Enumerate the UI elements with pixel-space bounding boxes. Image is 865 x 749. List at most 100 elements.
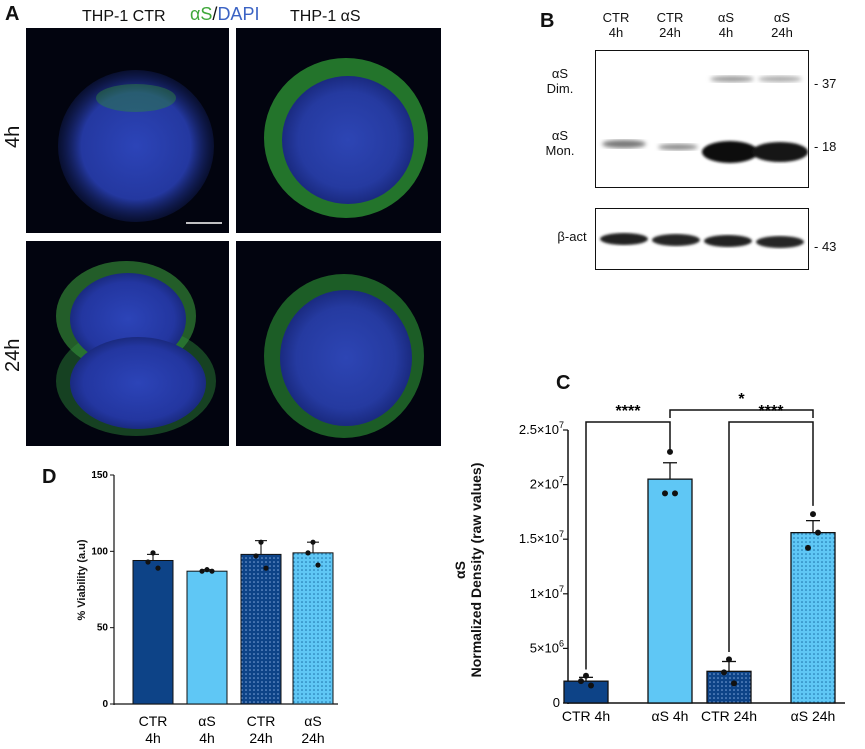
mw-marker-18: - 18 — [814, 139, 837, 154]
stain-legend: αS/DAPI — [190, 4, 259, 25]
chart-c-ytick-label: 1.5×107 — [519, 529, 564, 546]
lane-label-line: αS — [717, 10, 735, 25]
chart-c-point — [588, 682, 594, 689]
chart-d-category-label: 24h — [301, 730, 324, 746]
actin-label: β-act — [557, 229, 587, 244]
mw-marker-43: - 43 — [814, 239, 837, 254]
chart-d-category-label: 4h — [199, 730, 215, 746]
stain-dapi-label: DAPI — [217, 4, 260, 24]
chart-c-significance-bracket — [585, 421, 671, 670]
chart-c-ytick-label: 2.5×107 — [519, 420, 564, 437]
lane-label-line: 24h — [659, 25, 681, 40]
chart-c-significance-label: **** — [616, 403, 642, 420]
chart-d-point — [145, 559, 151, 565]
lane-label-line: CTR — [602, 10, 630, 25]
chart-c-point — [815, 529, 821, 536]
panel-a-letter: A — [5, 3, 20, 25]
chart-c-category-label: CTR 4h — [562, 708, 610, 724]
chart-d-point — [209, 568, 215, 574]
chart-c-significance-bracket — [728, 421, 814, 653]
chart-c-ytick-label: 2×107 — [530, 475, 564, 492]
chart-c-point — [731, 680, 737, 687]
stain-separator: / — [212, 4, 218, 24]
chart-c-bar — [563, 680, 609, 704]
chart-d-bar — [240, 553, 282, 705]
chart-c-point — [672, 490, 678, 497]
chart-d-point — [204, 567, 210, 573]
chart-c-category-label: αS 4h — [652, 708, 689, 724]
chart-d-bar — [132, 559, 174, 705]
lane-label-as-24h: αS 24h — [762, 10, 802, 40]
chart-d-ytick-label: 0 — [102, 699, 108, 710]
chart-d-point — [305, 550, 311, 556]
chart-c-significance-label: **** — [759, 403, 785, 420]
chart-c-point — [726, 656, 732, 663]
chart-c-point — [662, 490, 668, 497]
chart-d-bar — [186, 570, 228, 705]
chart-c-category-label: αS 24h — [791, 708, 836, 724]
chart-d-ytick-label: 150 — [91, 470, 108, 481]
micrograph-ctr-4h — [26, 28, 229, 233]
row-label-24h: 24h — [2, 338, 24, 372]
micrograph-ctr-24h — [26, 241, 229, 446]
chart-d-point — [253, 553, 259, 559]
chart-d-point — [199, 568, 205, 574]
chart-d-category-label: αS — [198, 713, 215, 729]
micrograph-as-4h — [236, 28, 441, 233]
chart-d-bar — [292, 552, 334, 705]
chart-c-density: 0 5×106 1×107 1.5×107 2×107 2.5×107 CTR 4h αS 4… — [519, 391, 845, 724]
chart-d-category-label: CTR — [247, 713, 276, 729]
chart-c-point — [810, 511, 816, 518]
lane-label-line: 4h — [718, 25, 734, 40]
chart-d-point — [263, 565, 269, 571]
chart-c-bar — [790, 531, 836, 704]
column-label-thp1-as: THP-1 αS — [290, 8, 361, 25]
lane-label-as-4h: αS 4h — [706, 10, 746, 40]
chart-c-ytick-label: 5×106 — [530, 638, 564, 655]
lane-label-line: 4h — [608, 25, 624, 40]
stain-as-label: αS — [190, 4, 213, 24]
chart-c-point — [805, 544, 811, 551]
chart-d-point — [315, 562, 321, 568]
chart-c-ytick-label: 0 — [553, 695, 560, 710]
chart-d-point — [150, 550, 156, 556]
chart-c-point — [583, 672, 589, 679]
chart-d-category-label: 4h — [145, 730, 161, 746]
column-label-thp1-ctr: THP-1 CTR — [82, 8, 166, 25]
chart-d-ytick-label: 100 — [91, 546, 108, 557]
lane-label-line: CTR — [656, 10, 684, 25]
panel-d-letter: D — [42, 466, 57, 488]
chart-d-category-label: 24h — [249, 730, 272, 746]
dimer-label-line: Dim. — [546, 81, 574, 96]
chart-d-category-label: CTR — [139, 713, 168, 729]
chart-c-point — [721, 669, 727, 676]
dimer-label-line: αS — [551, 66, 569, 81]
lane-label-line: 24h — [771, 25, 793, 40]
micrograph-as-24h — [236, 241, 441, 446]
chart-c-significance-label: * — [738, 391, 745, 408]
chart-c-bar — [647, 478, 693, 704]
chart-c-bar — [706, 670, 752, 704]
dimer-label: αS Dim. — [538, 66, 582, 96]
monomer-label-line: αS — [551, 128, 569, 143]
monomer-label: αS Mon. — [538, 128, 582, 158]
chart-d-category-label: αS — [304, 713, 321, 729]
monomer-label-line: Mon. — [545, 143, 575, 158]
lane-label-line: αS — [773, 10, 791, 25]
chart-c-point — [578, 678, 584, 685]
chart-d-point — [310, 539, 316, 545]
lane-label-ctr-4h: CTR 4h — [596, 10, 636, 40]
western-blot-as — [595, 50, 809, 188]
row-label-4h: 4h — [2, 125, 24, 148]
chart-d-point — [155, 565, 161, 571]
panel-c-letter: C — [556, 372, 571, 394]
panel-b-letter: B — [540, 10, 555, 32]
chart-c-ylabel-line1: αS — [452, 561, 468, 579]
chart-d-ytick-label: 50 — [97, 623, 109, 634]
western-blot-actin — [595, 208, 809, 270]
lane-label-ctr-24h: CTR 24h — [650, 10, 690, 40]
mw-marker-37: - 37 — [814, 76, 837, 91]
chart-d-point — [258, 539, 264, 545]
chart-c-ytick-label: 1×107 — [530, 584, 564, 601]
